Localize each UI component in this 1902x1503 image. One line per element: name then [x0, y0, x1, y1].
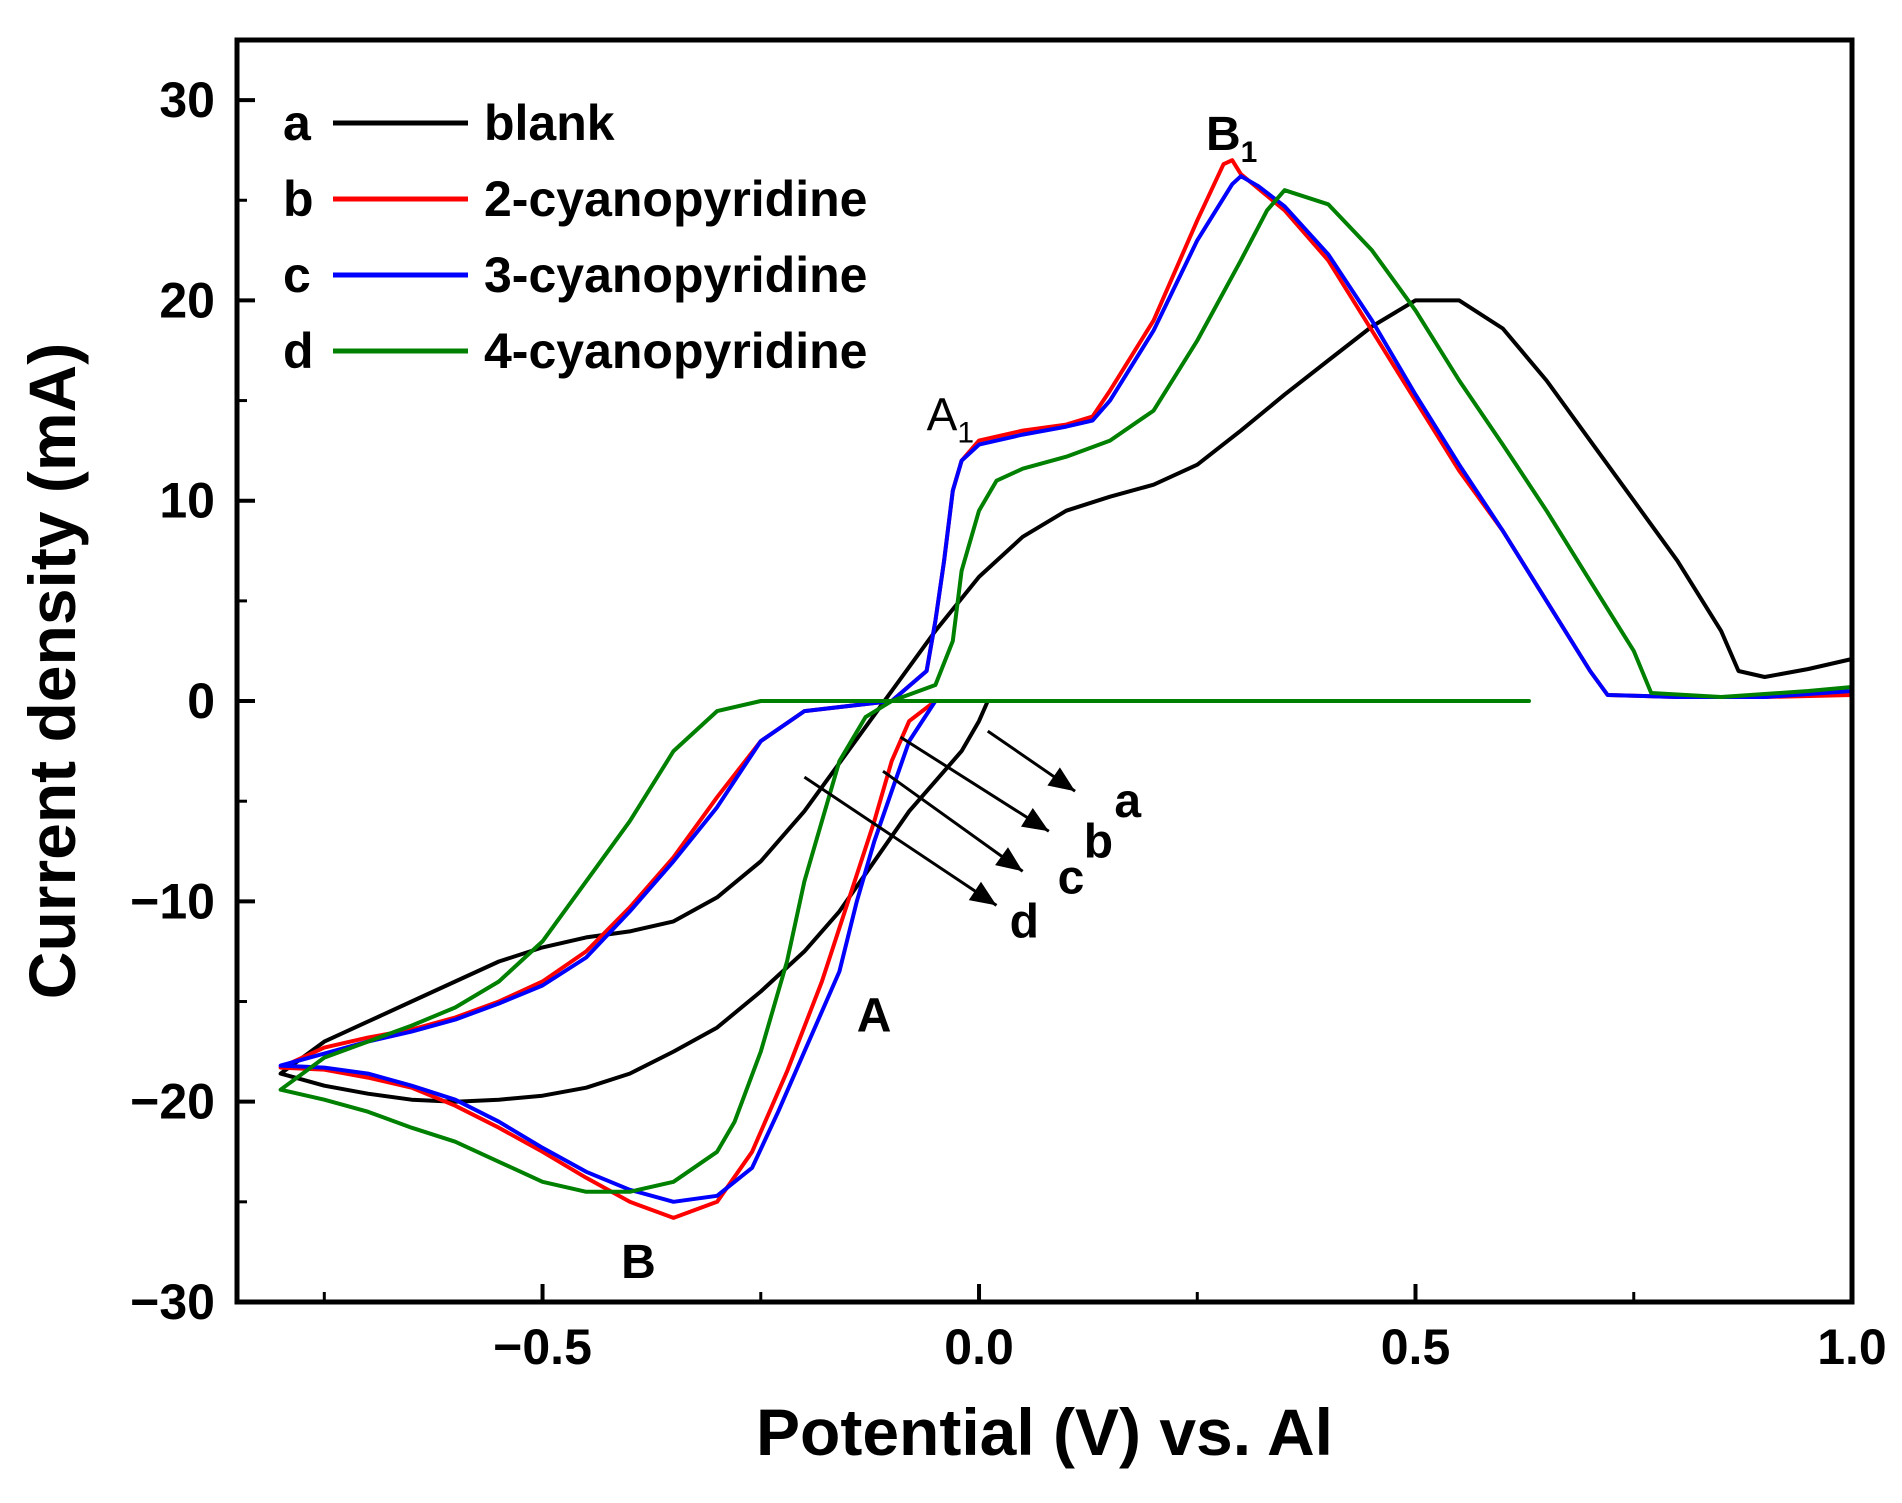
arrow-label-b: b — [1084, 815, 1113, 868]
arrow-head-a — [1047, 767, 1076, 792]
arrow-head-d — [968, 881, 997, 906]
y-tick-label: 20 — [159, 272, 215, 328]
y-tick-label: 30 — [159, 72, 215, 128]
peak-label-main: A — [857, 990, 892, 1043]
arrow-label-d: d — [1010, 895, 1039, 948]
peak-label-b1: B1 — [1206, 108, 1257, 169]
peak-label-a: A — [857, 990, 892, 1043]
peak-label-a1: A1 — [927, 389, 974, 450]
peak-label-main: A — [927, 389, 958, 441]
peak-label-main: B — [1206, 108, 1241, 161]
peak-label-main: B — [621, 1236, 656, 1289]
series-line-blank — [278, 298, 1854, 1104]
arrow-head-c — [995, 847, 1023, 872]
legend: a blank b 2-cyanopyridine c 3-cyanopyridine d 4… — [283, 95, 867, 379]
arrow-label-a: a — [1114, 775, 1141, 828]
legend-letter-b: b — [283, 171, 314, 227]
y-tick-label: 10 — [159, 473, 215, 529]
peak-label-subscript: 1 — [957, 417, 974, 450]
legend-label-d: 4-cyanopyridine — [484, 323, 867, 379]
series-layer — [278, 158, 1854, 1220]
legend-label-b: 2-cyanopyridine — [484, 171, 867, 227]
arrow-shaft-c — [882, 769, 1024, 873]
legend-letter-c: c — [283, 247, 311, 303]
legend-letter-d: d — [283, 323, 314, 379]
y-tick-label: 0 — [187, 673, 215, 729]
arrow-head-b — [1021, 808, 1049, 832]
peak-label-b: B — [621, 1236, 656, 1289]
x-tick-label: 0.0 — [944, 1319, 1014, 1375]
arrow-shaft-d — [803, 775, 998, 907]
y-tick-label: −30 — [130, 1274, 215, 1330]
axis-ticks: −0.5 0.0 0.5 1.0 −30 −20 −10 0 10 20 30 — [130, 72, 1887, 1375]
y-tick-label: −10 — [130, 873, 215, 929]
series-line-2-cyanopyridine — [278, 158, 1854, 1220]
arrow-label-c: c — [1058, 851, 1085, 904]
legend-letter-a: a — [283, 95, 312, 151]
x-tick-label: 0.5 — [1381, 1319, 1451, 1375]
y-tick-label: −20 — [130, 1074, 215, 1130]
x-tick-label: −0.5 — [493, 1319, 592, 1375]
x-tick-label: 1.0 — [1817, 1319, 1887, 1375]
peak-label-subscript: 1 — [1241, 136, 1258, 169]
legend-label-c: 3-cyanopyridine — [484, 247, 867, 303]
x-axis-title: Potential (V) vs. Al — [756, 1395, 1333, 1469]
legend-label-a: blank — [484, 95, 615, 151]
y-axis-title: Current density (mA) — [15, 343, 89, 999]
plot-frame — [234, 37, 1855, 1305]
series-line-3-cyanopyridine — [278, 174, 1854, 1204]
series-line-4-cyanopyridine — [278, 188, 1854, 1194]
arrow-shaft-b — [899, 735, 1050, 833]
